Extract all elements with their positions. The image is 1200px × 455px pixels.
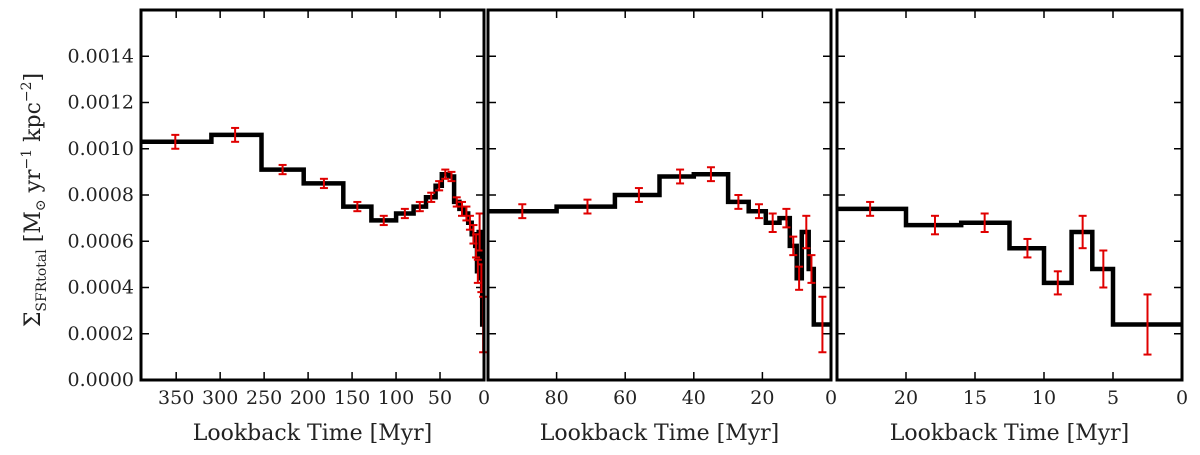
error-bar <box>789 235 798 257</box>
y-tick-label: 0.0002 <box>68 323 134 345</box>
error-bar <box>278 163 287 176</box>
x-tick-label: 350 <box>158 387 194 409</box>
panel-frame <box>139 8 486 382</box>
error-bar <box>634 187 643 203</box>
panel-frame <box>486 8 833 382</box>
error-bar <box>807 254 816 284</box>
error-bar <box>415 200 424 213</box>
error-bar <box>1053 270 1062 296</box>
x-tick-label: 0 <box>478 387 490 409</box>
y-tick-label: 0.0012 <box>68 92 134 114</box>
error-bar <box>734 194 743 210</box>
error-bar <box>379 214 388 227</box>
error-bar <box>866 200 875 217</box>
error-bar <box>447 170 456 183</box>
x-tick-label: 5 <box>1107 387 1119 409</box>
error-bar <box>319 177 328 190</box>
error-bar <box>231 126 240 143</box>
x-axis-label: Lookback Time [Myr] <box>193 421 433 446</box>
error-bar <box>1143 293 1152 356</box>
error-bar <box>475 212 484 252</box>
error-bar <box>795 265 804 291</box>
y-axis-label-subscript: SFRtotal <box>34 249 50 312</box>
x-tick-label: 80 <box>545 387 569 409</box>
y-tick-label: 0.0004 <box>68 277 134 299</box>
error-bar <box>782 207 791 229</box>
y-axis-label-unit-open: [M <box>21 211 46 249</box>
error-bar <box>427 191 436 203</box>
x-tick-label: 150 <box>334 387 370 409</box>
y-tick-label: 0.0014 <box>68 45 134 67</box>
x-tick-label: 15 <box>963 387 987 409</box>
error-bar <box>1099 249 1108 289</box>
x-axis-label: Lookback Time [Myr] <box>540 421 780 446</box>
error-bar <box>452 196 461 208</box>
error-bar <box>400 207 409 220</box>
error-bar <box>930 214 939 236</box>
y-tick-label: 0.0008 <box>68 184 134 206</box>
x-tick-label: 50 <box>428 387 452 409</box>
sfh-step-line <box>837 206 1182 327</box>
y-axis-label-yr: yr <box>21 169 46 199</box>
panel-2: 80 60 40 20 0 Lookback Time [Myr] <box>486 8 837 446</box>
y-tick-label: 0.0006 <box>68 230 134 252</box>
error-bar <box>768 212 777 233</box>
error-bar <box>754 203 763 220</box>
error-bar <box>171 133 180 150</box>
error-bar <box>818 295 827 354</box>
y-tick-label: 0.0010 <box>68 138 134 160</box>
y-axis-label-kpc: kpc <box>21 102 46 149</box>
y-tick-label: 0.0000 <box>68 369 134 391</box>
sfh-step-line <box>488 171 831 327</box>
error-bar <box>980 212 989 233</box>
x-tick-label: 20 <box>894 387 918 409</box>
x-tick-label: 0 <box>825 387 837 409</box>
error-bar <box>435 180 444 192</box>
y-axis-label-close: ] <box>21 73 46 82</box>
x-tick-label: 100 <box>378 387 414 409</box>
x-tick-label: 40 <box>682 387 706 409</box>
y-axis-label: ΣSFRtotal [M⊙ yr−1 kpc−2] <box>19 73 50 327</box>
error-bar <box>458 200 467 217</box>
x-axis-label: Lookback Time [Myr] <box>890 421 1130 446</box>
x-tick-label: 10 <box>1032 387 1056 409</box>
x-tick-label: 20 <box>750 387 774 409</box>
sfh-step-line <box>141 132 485 327</box>
error-bar <box>353 200 362 213</box>
x-tick-label: 200 <box>290 387 326 409</box>
error-bar <box>441 168 450 180</box>
panel-3: 20 15 10 5 0 Lookback Time [Myr] <box>835 8 1188 446</box>
x-tick-label: 300 <box>202 387 238 409</box>
panel-1: 350 300 250 200 150 100 50 0 Lookback Time [Myr] <box>139 8 490 446</box>
y-axis-label-sun-symbol: ⊙ <box>33 199 49 211</box>
error-bar <box>706 166 715 183</box>
error-bar <box>1023 237 1032 259</box>
y-axis-label-kpc-exponent: −2 <box>19 81 35 102</box>
panel-frame <box>835 8 1184 382</box>
y-axis-label-yr-exponent: −1 <box>19 149 35 170</box>
error-bar <box>802 214 811 250</box>
error-bar <box>518 203 527 220</box>
y-axis-label-symbol: Σ <box>21 312 46 328</box>
x-tick-label: 250 <box>246 387 282 409</box>
error-bar <box>583 198 592 215</box>
x-tick-label: 0 <box>1176 387 1188 409</box>
error-bar <box>1078 214 1087 250</box>
x-tick-label: 60 <box>613 387 637 409</box>
error-bar <box>676 168 685 185</box>
